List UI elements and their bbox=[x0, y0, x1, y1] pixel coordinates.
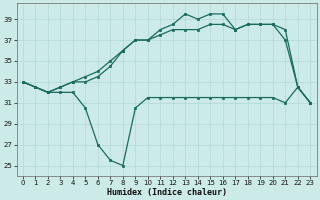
X-axis label: Humidex (Indice chaleur): Humidex (Indice chaleur) bbox=[107, 188, 227, 197]
